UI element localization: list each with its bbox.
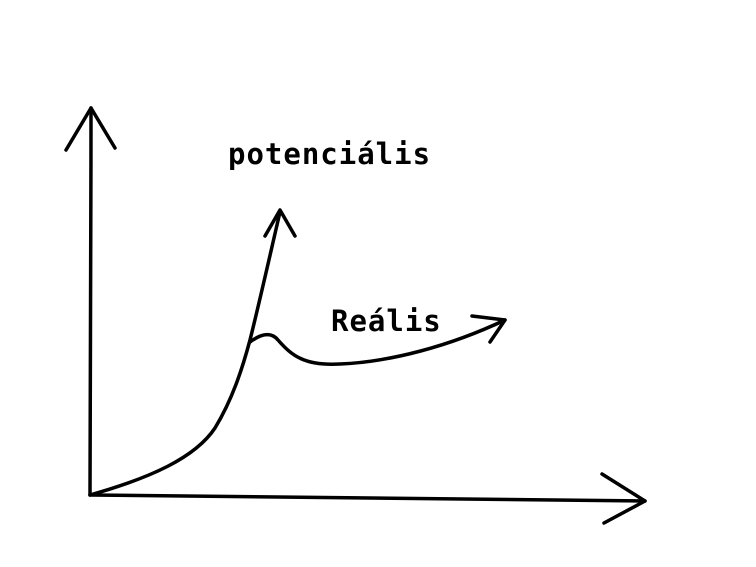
y-axis [64,106,117,497]
real-label: Reális [331,304,442,338]
x-axis-arrowhead [600,472,647,525]
real-curve-line [248,318,507,366]
x-axis-line [88,493,647,503]
y-axis-line [88,106,93,497]
x-axis [88,472,647,525]
potential-curve [88,208,297,497]
potential-label: potenciális [228,137,431,171]
potential-curve-line [88,210,282,497]
y-axis-arrowhead [64,106,117,152]
potential-curve-arrowhead [263,208,297,238]
real-curve-arrowhead [470,314,507,344]
real-curve [248,314,507,366]
